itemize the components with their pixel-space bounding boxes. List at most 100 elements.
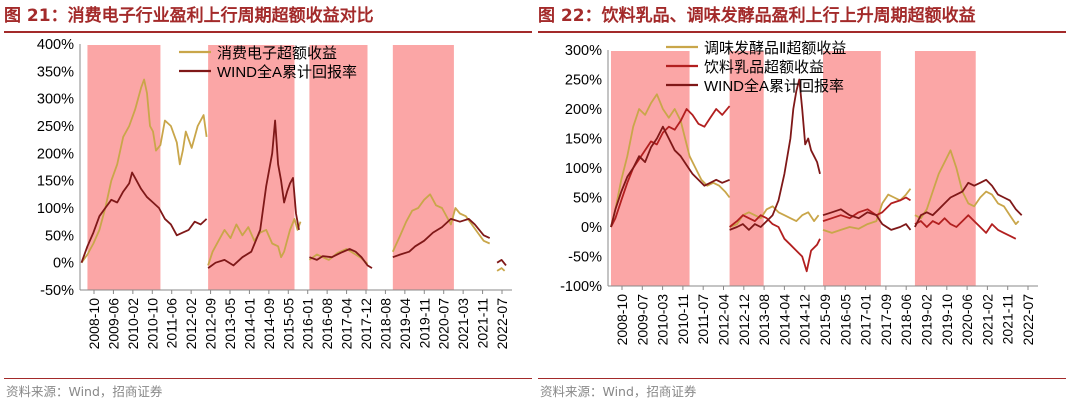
- legend-label: 消费电子超额收益: [217, 45, 337, 62]
- legend-label: WIND全A累计回报率: [217, 63, 357, 81]
- series-red: [610, 105, 1017, 273]
- y-tick-label: 100%: [37, 201, 74, 217]
- x-tick-label: 2019-10: [939, 294, 955, 346]
- figure-title: 图 21：消费电子行业盈利上行周期超额收益对比: [4, 6, 374, 26]
- x-tick-label: 2008-10: [614, 294, 630, 346]
- series-line: [822, 196, 911, 222]
- series-line: [308, 248, 369, 265]
- x-tick-label: 2012-12: [736, 294, 752, 346]
- shaded-period: [610, 51, 690, 286]
- series-line: [496, 267, 506, 272]
- x-tick-label: 2017-09: [878, 294, 894, 346]
- series-line: [729, 214, 821, 273]
- x-tick-label: 2015-09: [817, 294, 833, 346]
- legend-label: 饮料乳品超额收益: [704, 59, 824, 76]
- shaded-period: [823, 51, 881, 286]
- series-line: [914, 214, 1017, 240]
- line-chart-22: -100% -50% 0% 50% 100% 150% 200% 250% 300% 2008-1…: [560, 40, 1038, 346]
- bottom-rule: [538, 378, 1066, 379]
- x-tick-label: 2021-11: [1000, 294, 1016, 345]
- figure-title: 图 22：饮料乳品、调味发酵品盈利上行上升周期超额收益: [538, 6, 976, 26]
- x-tick-label: 2014-12: [797, 294, 813, 346]
- series-line: [391, 193, 491, 253]
- x-tick-label: 2017-01: [858, 294, 874, 346]
- x-tick-label: 2017-12: [358, 298, 374, 350]
- x-tick-label: 2012-04: [716, 294, 732, 346]
- series-line: [822, 208, 912, 231]
- shaded-period: [392, 45, 454, 290]
- x-tick-label: 2022-07: [1020, 294, 1036, 346]
- series-line: [610, 105, 731, 228]
- series-line: [914, 149, 1020, 225]
- x-tick-label: 2013-08: [756, 294, 772, 346]
- y-tick-label: 0%: [53, 256, 74, 272]
- legend-label: WIND全A累计回报率: [704, 77, 844, 95]
- x-tick-label: 2016-08: [319, 298, 335, 350]
- y-tick-label: 50%: [573, 191, 602, 207]
- legend-label: 调味发酵品Ⅱ超额收益: [704, 40, 846, 57]
- x-tick-label: 2017-04: [339, 298, 355, 350]
- y-tick-label: 300%: [37, 92, 74, 108]
- x-tick-label: 2012-02: [183, 298, 199, 350]
- y-tick-label: 400%: [37, 37, 74, 53]
- line-chart-21: -50% 0% 50% 100% 150% 200% 250% 300% 350% 400% 200…: [37, 37, 512, 350]
- x-tick-label: 2019-04: [397, 298, 413, 350]
- x-tick-label: 2010-11: [675, 294, 691, 345]
- series-darkred: [610, 78, 1023, 231]
- y-tick-label: 0%: [581, 220, 602, 236]
- y-tick-label: 300%: [565, 43, 602, 59]
- series-line: [80, 171, 208, 264]
- shaded-period: [914, 51, 976, 286]
- series-line: [309, 248, 373, 269]
- x-tick-label: 2022-07: [494, 298, 510, 350]
- y-tick-label: 200%: [37, 146, 74, 162]
- shaded-period: [208, 45, 295, 290]
- y-tick-label: 150%: [565, 132, 602, 148]
- y-tick-label: 150%: [37, 174, 74, 190]
- x-tick-label: 2014-04: [776, 294, 792, 346]
- figure-21: 图 21：消费电子行业盈利上行周期超额收益对比 -50% 0% 50% 100% 150…: [4, 0, 534, 409]
- title-rule: [4, 31, 532, 33]
- x-tick-label: 2021-03: [455, 298, 471, 350]
- series-line: [610, 125, 730, 228]
- series-line: [496, 259, 507, 266]
- bottom-rule: [4, 378, 532, 379]
- shaded-period: [729, 51, 764, 286]
- x-tick-label: 2016-05: [837, 294, 853, 346]
- x-tick-label: 2019-11: [416, 298, 432, 349]
- series-line: [80, 78, 208, 264]
- x-tick-label: 2014-09: [261, 298, 277, 350]
- y-tick-label: 200%: [565, 102, 602, 118]
- y-tick-label: 50%: [45, 228, 74, 244]
- x-tick-label: 2016-01: [300, 298, 316, 350]
- x-tick-label: 2018-08: [377, 298, 393, 350]
- x-tick-label: 2009-07: [634, 294, 650, 346]
- x-tick-label: 2011-06: [164, 298, 180, 349]
- source-note: 资料来源：Wind，招商证券: [540, 384, 697, 399]
- x-tick-label: 2014-01: [241, 298, 257, 350]
- title-rule: [538, 31, 1066, 33]
- y-tick-label: 250%: [565, 73, 602, 89]
- y-tick-label: 250%: [37, 119, 74, 135]
- y-tick-label: 100%: [565, 161, 602, 177]
- series-gold: [80, 78, 506, 272]
- series-line: [610, 93, 731, 228]
- x-tick-label: 2010-10: [144, 298, 160, 350]
- x-tick-label: 2021-11: [475, 298, 491, 349]
- x-tick-label: 2010-02: [125, 298, 141, 350]
- series-line: [914, 178, 1023, 228]
- source-note: 资料来源：Wind，招商证券: [6, 384, 163, 399]
- series-line: [392, 218, 491, 259]
- x-tick-label: 2011-07: [695, 294, 711, 345]
- x-tick-label: 2019-02: [919, 294, 935, 346]
- series-line: [207, 119, 300, 269]
- x-tick-label: 2015-05: [280, 298, 296, 350]
- x-tick-label: 2013-05: [222, 298, 238, 350]
- y-tick-label: 350%: [37, 64, 74, 80]
- x-tick-label: 2010-03: [655, 294, 671, 346]
- y-tick-label: -100%: [560, 279, 602, 295]
- x-tick-label: 2021-02: [979, 294, 995, 346]
- x-tick-label: 2009-06: [105, 298, 121, 350]
- y-tick-label: -50%: [568, 250, 602, 266]
- x-tick-label: 2020-06: [959, 294, 975, 346]
